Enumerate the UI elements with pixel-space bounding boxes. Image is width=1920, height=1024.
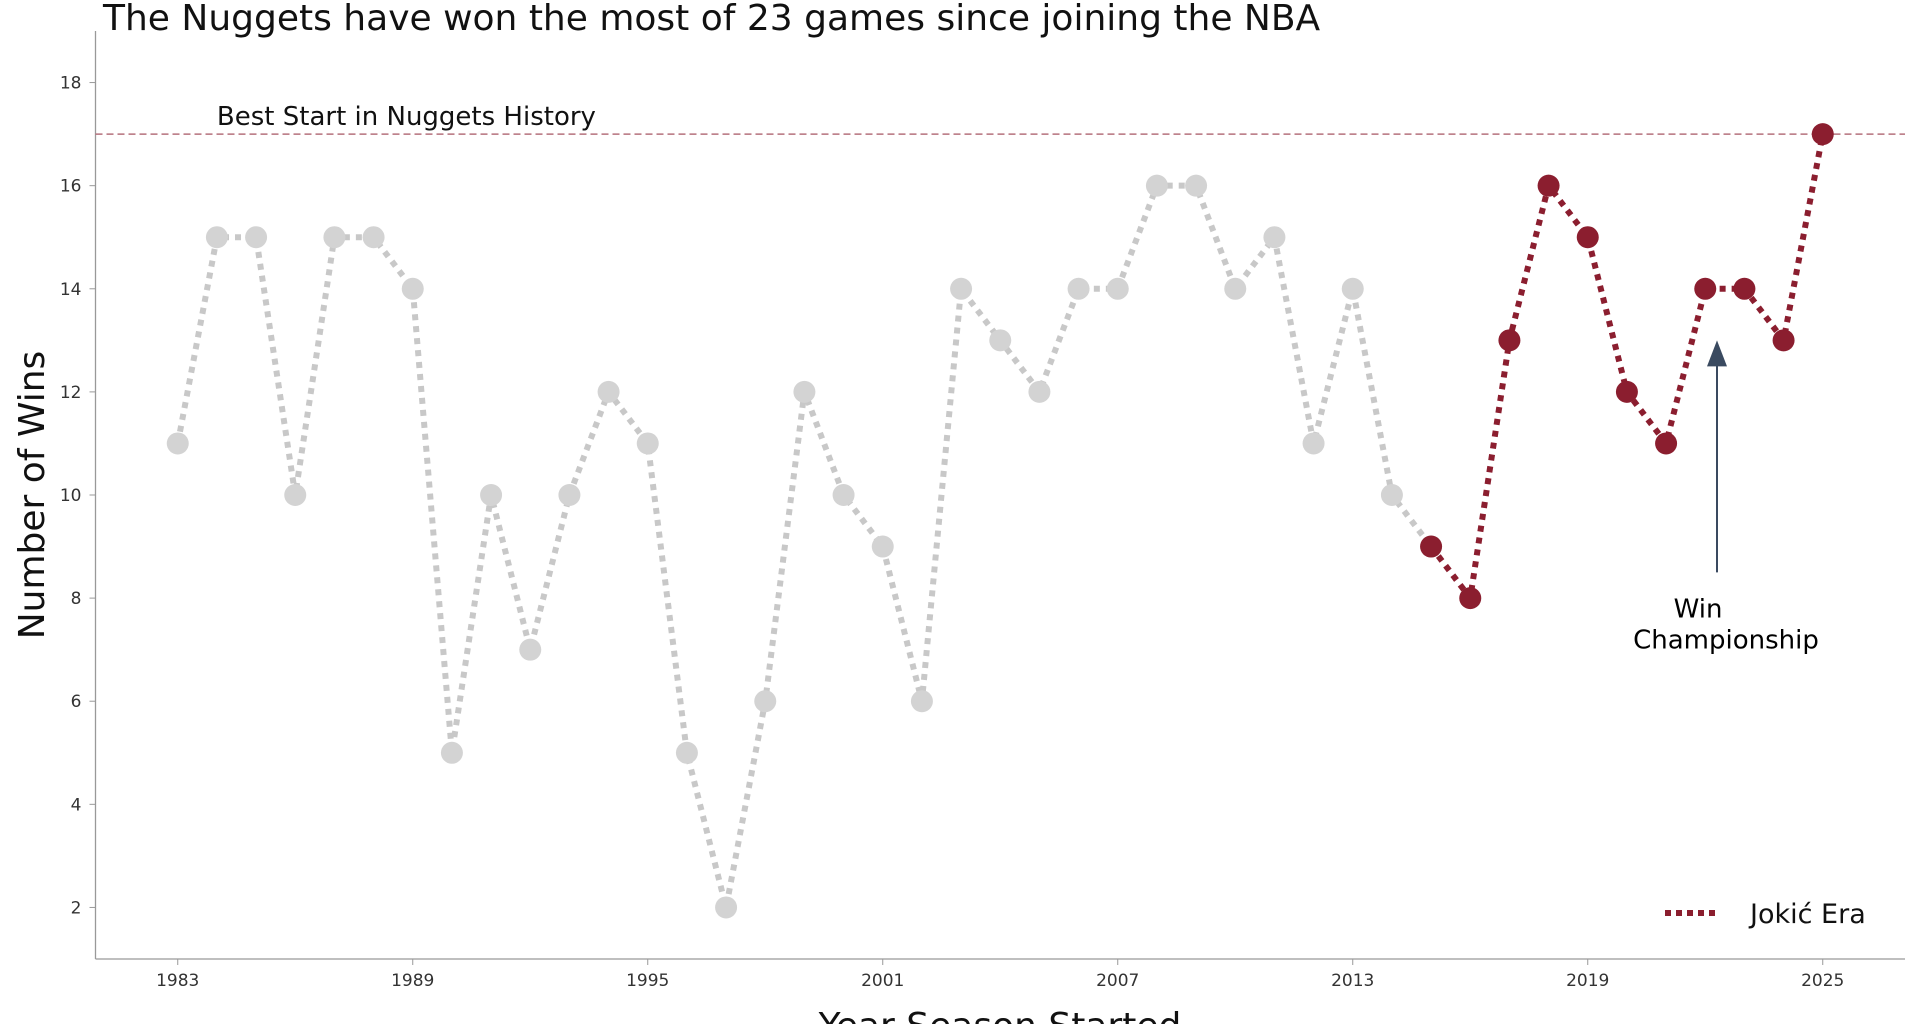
series-lines [174,133,1826,909]
data-point [1302,432,1325,455]
data-point [1380,484,1403,506]
reference-line-label: Best Start in Nuggets History [217,102,596,132]
data-point [597,380,620,403]
data-point [1067,277,1090,300]
x-tick-label: 2025 [1801,971,1844,991]
y-tick-label: 14 [60,280,82,300]
data-point [1733,277,1756,300]
data-point [480,484,503,506]
x-axis-label: Year Season Started [818,1006,1182,1024]
y-tick-label: 18 [60,74,82,94]
data-point [1811,123,1834,146]
legend-label-jokic-era: Jokić Era [1748,899,1866,930]
x-tick-label: 2013 [1331,971,1374,991]
y-tick-label: 12 [60,383,82,403]
data-point [205,226,228,249]
y-tick-label: 6 [71,692,82,712]
data-point [1694,277,1717,300]
y-tick-label: 10 [60,486,82,506]
x-tick-label: 1989 [391,971,434,991]
x-tick-label: 2001 [861,971,904,991]
data-point [871,535,894,558]
data-point [1576,226,1599,249]
data-point [1498,329,1521,352]
data-point [1615,380,1638,403]
data-point [989,329,1012,352]
data-point [1341,277,1364,300]
y-axis-label: Number of Wins [12,351,53,640]
data-point [440,741,463,764]
data-point [910,690,933,713]
x-tick-label: 1983 [156,971,199,991]
championship-annotation: Win Championship [1633,340,1819,655]
data-point [950,277,973,300]
x-tick-label: 2019 [1566,971,1609,991]
data-point [1263,226,1286,249]
annotation-text-line-2: Championship [1633,625,1819,655]
data-point [1772,329,1795,352]
y-tick-label: 2 [71,898,82,918]
data-point [362,226,385,249]
chart-title: The Nuggets have won the most of 23 game… [102,0,1321,39]
data-point [558,484,581,506]
data-point [1185,174,1208,197]
data-point [793,380,816,403]
data-point [715,896,738,919]
data-point [1145,174,1168,197]
y-tick-label: 8 [71,589,82,609]
annotation-text-line-1: Win [1674,594,1723,624]
data-point [675,741,698,764]
x-tick-label: 2007 [1096,971,1139,991]
x-tick-label: 1995 [626,971,669,991]
data-point [1106,277,1129,300]
series-line-1 [1428,133,1826,606]
arrow-up-icon [1707,340,1727,367]
data-point [636,432,659,455]
axes: 2 4 6 8 10 12 14 16 18 1983 1989 1995 2001 2007 2013 20… [60,31,1905,991]
data-point [323,226,346,249]
data-point [401,277,424,300]
data-point [245,226,268,249]
y-tick-label: 4 [71,795,82,815]
data-point [166,432,189,455]
legend: Jokić Era [1665,899,1866,930]
data-point [1224,277,1247,300]
data-point [754,690,777,713]
data-point [284,484,307,506]
data-point [1655,432,1678,455]
series-points [166,123,1834,919]
data-point [1459,587,1482,610]
data-point [1537,174,1560,197]
data-point [519,638,542,661]
data-point [1028,380,1051,403]
data-point [832,484,855,506]
data-point [1420,535,1443,558]
y-tick-label: 16 [60,177,82,197]
